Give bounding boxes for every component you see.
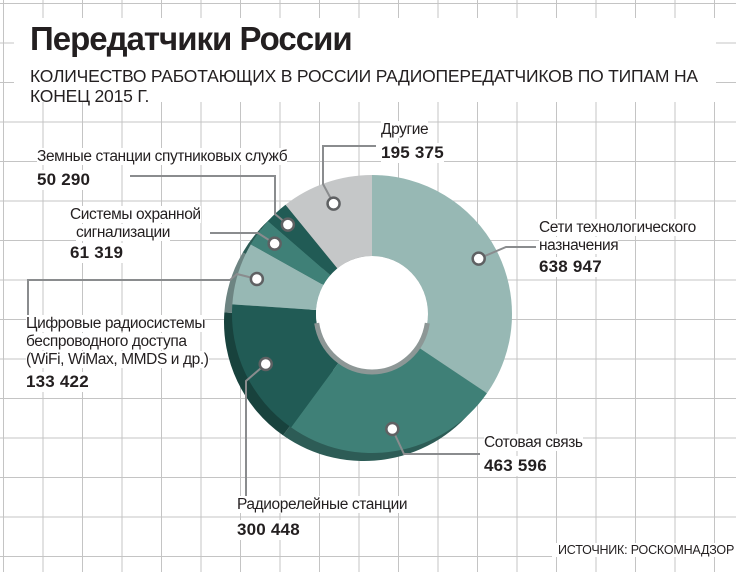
leader-line-other [322,145,376,205]
chart-title: Передатчики России [30,20,353,57]
value-digital: 133 422 [26,372,89,392]
header-background [14,18,716,102]
donut-hole [314,256,430,375]
slice-cellular [291,347,487,453]
label-tech-line2: назначения [539,237,619,254]
marker-dot-radiorelay [258,356,273,372]
slice-other [285,175,372,269]
label-security-line2: сигнализации [76,224,171,241]
label-digital-line2: беспроводного доступа [26,333,187,350]
source-note: ИСТОЧНИК: РОСКОМНАДЗОР [552,543,736,557]
value-other: 195 375 [381,143,444,163]
label-digital-line1: Цифровые радиосистемы [26,315,206,332]
value-security: 61 319 [70,243,124,263]
slice-tech [372,175,512,394]
slice-digital-wireless [232,244,324,310]
label-security-line1: Системы охранной [70,206,201,223]
marker-dot-other [326,196,341,211]
marker-dot-satellite [280,217,296,232]
label-digital-line3: (WiFi, WiMax, MMDS и др.) [26,351,209,368]
donut-center [316,256,428,372]
chart-subtitle: КОЛИЧЕСТВО РАБОТАЮЩИХ В РОССИИ РАДИОПЕРЕ… [30,66,698,106]
slice-security [250,220,331,285]
donut-slices [232,175,512,453]
leader-line-cellular [391,428,480,455]
label-cellular: Сотовая связь [484,434,583,451]
leader-line-radiorelay [245,363,267,500]
label-radiorelay: Радиорелейные станции [237,496,408,513]
marker-dot-tech [471,251,486,266]
leader-line-satellite [130,175,289,226]
leader-line-tech [478,246,536,260]
leader-lines [27,145,536,500]
value-tech: 638 947 [539,257,602,277]
label-tech-line1: Сети технологического [539,219,696,236]
donut-center-edge [314,322,430,375]
label-satellite: Земные станции спутниковых служб [37,148,288,165]
marker-dot-digital-wireless [249,271,265,287]
label-other: Другие [381,121,429,138]
slice-radiorelay [232,304,340,428]
value-satellite: 50 290 [37,170,91,190]
leader-line-digital-wireless [27,272,258,318]
value-radiorelay: 300 448 [237,520,300,540]
value-cellular: 463 596 [484,456,547,476]
marker-dot-cellular [385,421,400,437]
marker-dot-security [267,236,282,251]
